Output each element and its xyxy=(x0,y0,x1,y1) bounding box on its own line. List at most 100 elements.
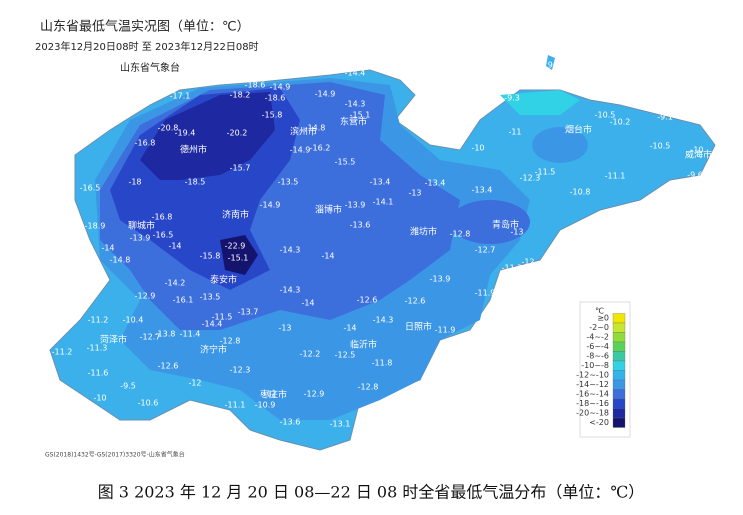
station-value: -14.9 xyxy=(315,90,336,99)
map-body xyxy=(49,55,716,451)
station-value: -12 xyxy=(188,379,201,388)
station-value: -11.2 xyxy=(88,316,109,325)
station-value: -11.2 xyxy=(52,348,73,357)
station-value: -12.8 xyxy=(358,383,379,392)
station-value: -12.7 xyxy=(475,246,496,255)
station-value: -14.4 xyxy=(202,320,223,329)
station-value: -12.8 xyxy=(450,230,471,239)
station-value: -18 xyxy=(128,178,141,187)
zone-below-20 xyxy=(220,235,258,275)
station-value: -13.9 xyxy=(130,234,151,243)
city-name: 烟台市 xyxy=(565,124,592,136)
station-value: -13.9 xyxy=(430,275,451,284)
station-value: -14.9 xyxy=(270,83,291,92)
station-value: -14.3 xyxy=(345,100,366,109)
station-value: -16.5 xyxy=(153,231,174,240)
legend-label: <-20 xyxy=(589,418,609,427)
station-value: -14.9 xyxy=(290,146,311,155)
station-value: -13.1 xyxy=(330,420,351,429)
legend-swatch xyxy=(612,389,626,400)
caption: 图 3 2023 年 12 月 20 日 08—22 日 08 时全省最低气温分… xyxy=(98,483,645,502)
legend-swatch xyxy=(612,332,626,343)
zone-blue-qingdao xyxy=(450,200,530,244)
station-value: -18.6 xyxy=(265,94,286,103)
station-value: -13.4 xyxy=(425,179,446,188)
station-value: -8.9 xyxy=(537,61,553,70)
legend-unit: ℃ xyxy=(595,307,604,316)
station-value: -11.9 xyxy=(435,326,456,335)
station-value: -10 xyxy=(93,394,106,403)
station-value: -14 xyxy=(101,244,114,253)
station-value: -15.1 xyxy=(350,111,371,120)
issuer: 山东省气象台 xyxy=(120,61,180,74)
station-value: -11.1 xyxy=(605,172,626,181)
station-value: -20.2 xyxy=(227,129,248,138)
station-value: -12 xyxy=(521,258,534,267)
zone-8-10 xyxy=(500,90,580,115)
legend-label: -20~-18 xyxy=(576,409,609,418)
zone-18-20 xyxy=(140,92,275,180)
legend-label: -14~-12 xyxy=(576,380,609,389)
station-value: -10.9 xyxy=(255,401,276,410)
station-value: -20.8 xyxy=(158,124,179,133)
station-value: -11 xyxy=(508,128,521,137)
station-value: -10 xyxy=(690,146,703,155)
city-name: 东营市 xyxy=(340,116,367,128)
zone-blue-east xyxy=(532,127,588,163)
station-value: -12.2 xyxy=(300,350,321,359)
stations: -8.9-9-9.3-10.5-10.2-9.1-8.4-11-10 -10.5-… xyxy=(52,61,723,429)
legend-label: -4~-2 xyxy=(586,333,609,342)
station-value: -8.4 xyxy=(707,122,723,131)
station-value: -14 xyxy=(168,242,181,251)
legend-swatch xyxy=(612,379,626,390)
station-value: -14 xyxy=(321,252,334,261)
station-value: -12.8 xyxy=(220,337,241,346)
station-value: -9.3 xyxy=(504,94,520,103)
station-value: -11.4 xyxy=(180,330,201,339)
city-name: 日照市 xyxy=(405,321,432,333)
station-value: -18.6 xyxy=(245,81,266,90)
station-value: -14 xyxy=(343,324,356,333)
station-value: -13.4 xyxy=(370,178,391,187)
station-value: -14.4 xyxy=(345,69,366,78)
map-title: 山东省最低气温实况图（单位：℃） xyxy=(40,19,250,35)
station-value: -14.3 xyxy=(373,316,394,325)
station-value: -14.9 xyxy=(260,201,281,210)
station-value: -10.5 xyxy=(595,111,616,120)
station-value: -10 xyxy=(471,144,484,153)
station-value: -14.8 xyxy=(110,256,131,265)
city-name: 青岛市 xyxy=(492,219,519,231)
station-value: -10.2 xyxy=(610,118,631,127)
station-value: -14.8 xyxy=(305,124,326,133)
station-value: -10.5 xyxy=(650,142,671,151)
station-value: -14 xyxy=(301,299,314,308)
station-value: -11.6 xyxy=(88,369,109,378)
legend-label: -2~0 xyxy=(589,323,609,332)
station-value: -13.4 xyxy=(472,186,493,195)
station-value: -10.6 xyxy=(138,399,159,408)
station-value: -16.2 xyxy=(310,144,331,153)
station-value: -14.2 xyxy=(165,279,186,288)
city-name: 枣庄市 xyxy=(260,389,287,401)
legend-swatch xyxy=(612,417,626,428)
city-name: 济南市 xyxy=(222,209,249,221)
legend-swatch xyxy=(612,370,626,381)
legend-label: -16~-14 xyxy=(576,390,609,399)
station-value: -10.4 xyxy=(123,316,144,325)
station-value: -13.8 xyxy=(155,330,176,339)
station-value: -15.1 xyxy=(228,254,249,263)
station-value: -11.3 xyxy=(87,344,108,353)
station-value: -9.1 xyxy=(657,113,673,122)
city-name: 滨州市 xyxy=(290,126,317,138)
station-value: -9 xyxy=(541,76,549,85)
station-value: -22.9 xyxy=(225,242,246,251)
station-value: -12.6 xyxy=(158,362,179,371)
legend-swatch xyxy=(612,408,626,419)
footer-note: GS(2018)1432号-GS(2017)3320号-山东省气象台 xyxy=(45,451,185,459)
station-value: -15.8 xyxy=(262,111,283,120)
period: 2023年12月20日08时 至 2023年12月22日08时 xyxy=(35,40,259,53)
station-value: -11.5 xyxy=(212,313,233,322)
legend-label: -10~-8 xyxy=(581,361,609,370)
legend-label: -8~-6 xyxy=(586,352,609,361)
city-name: 聊城市 xyxy=(128,220,155,232)
